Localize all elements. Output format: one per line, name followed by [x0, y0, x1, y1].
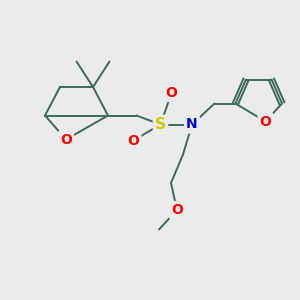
- Text: O: O: [165, 86, 177, 100]
- Text: O: O: [260, 115, 272, 128]
- Text: O: O: [128, 134, 140, 148]
- Text: N: N: [186, 118, 198, 131]
- Text: O: O: [171, 203, 183, 217]
- Text: O: O: [60, 133, 72, 146]
- Text: S: S: [155, 117, 166, 132]
